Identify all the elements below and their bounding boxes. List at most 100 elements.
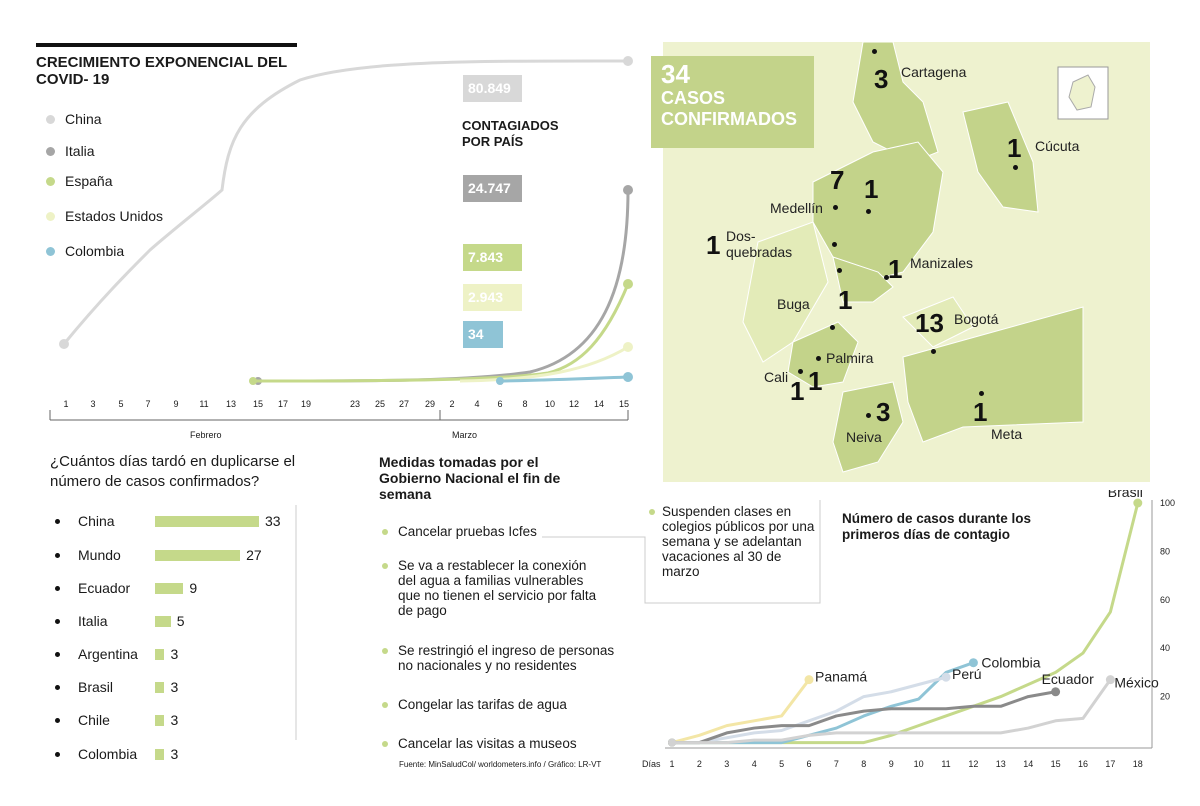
map-count-neiva: 3 bbox=[876, 397, 891, 427]
series-point-italia-end bbox=[623, 185, 633, 195]
medidas-title: Medidas tomadas por el Gobierno Nacional… bbox=[379, 454, 561, 502]
title-rule bbox=[36, 43, 297, 47]
bar-row: China 33 bbox=[55, 511, 281, 531]
series-label-panama: Panamá bbox=[815, 669, 867, 685]
medida-text: Cancelar pruebas Icfes bbox=[398, 524, 537, 539]
x-tick-label: 9 bbox=[173, 399, 179, 409]
x-tick-label: 17 bbox=[1105, 759, 1115, 769]
map-count-manizales: 1 bbox=[888, 254, 903, 284]
bar bbox=[155, 681, 165, 693]
bar-value: 3 bbox=[170, 679, 179, 695]
x-tick-label: 15 bbox=[1051, 759, 1061, 769]
series-point-china-end bbox=[623, 56, 633, 66]
medida-text: Se va a restablecer la conexión del agua… bbox=[398, 558, 597, 618]
x-tick-label: 15 bbox=[252, 399, 264, 409]
region-meta bbox=[902, 306, 1084, 443]
map-count-buga: 1 bbox=[838, 285, 853, 315]
medida-lateral-text: Suspenden clases en colegios públicos po… bbox=[662, 504, 815, 579]
contagiados-title: CONTAGIADOS POR PAÍS bbox=[462, 118, 559, 149]
x-tick-label: 14 bbox=[1023, 759, 1033, 769]
legend-swatch bbox=[46, 246, 55, 256]
map-count-palmira: 1 bbox=[808, 366, 823, 396]
x-tick-label: 25 bbox=[374, 399, 386, 409]
map-label-buga: Buga bbox=[777, 296, 810, 312]
bar-row: Ecuador 9 bbox=[55, 578, 197, 598]
value-badge-espana: 7.843 bbox=[463, 244, 522, 271]
legend-label: China bbox=[65, 111, 102, 127]
bar-label: Chile bbox=[78, 712, 110, 728]
y-tick-label: 80 bbox=[1160, 546, 1170, 556]
map-pin-manizales bbox=[884, 275, 889, 280]
x-tick-label: 19 bbox=[300, 399, 312, 409]
medida-lateral: Suspenden clases en colegios públicos po… bbox=[649, 504, 815, 579]
region-pacifico bbox=[742, 221, 829, 363]
bullet bbox=[55, 684, 60, 690]
bullet bbox=[649, 509, 655, 515]
map-count-bogota: 13 bbox=[915, 308, 944, 338]
x-tick-label: 6 bbox=[497, 399, 503, 409]
bar bbox=[155, 549, 241, 561]
bullet bbox=[382, 563, 388, 569]
series-line-brasil bbox=[672, 502, 1140, 745]
x-tick-label: 8 bbox=[861, 759, 866, 769]
bullet bbox=[382, 648, 388, 654]
map-pin-bogota bbox=[931, 349, 936, 354]
x-tick-label: 4 bbox=[752, 759, 757, 769]
legend-label: Italia bbox=[65, 143, 95, 159]
series-line-peru bbox=[672, 675, 947, 745]
bar bbox=[155, 515, 259, 527]
series-line-mexico bbox=[672, 678, 1112, 745]
medida-item: Cancelar las visitas a museos bbox=[382, 736, 632, 751]
x-tick-label: 1 bbox=[63, 399, 69, 409]
map-count-cali: 1 bbox=[790, 376, 805, 406]
y-tick-label: 20 bbox=[1160, 692, 1170, 702]
map-label-manizales: Manizales bbox=[910, 255, 974, 271]
x-tick-label: 17 bbox=[277, 399, 289, 409]
map-count-cartagena: 3 bbox=[874, 64, 889, 94]
series-point-espana-end bbox=[623, 279, 633, 289]
x-tick-label: 27 bbox=[398, 399, 410, 409]
bullet bbox=[55, 717, 60, 723]
legend-item-espana: España bbox=[46, 173, 112, 189]
bar bbox=[155, 615, 171, 627]
map-label-cartagena: Cartagena bbox=[901, 64, 967, 80]
bar bbox=[155, 648, 165, 660]
series-start-point-mexico bbox=[668, 738, 676, 747]
series-label-mexico: México bbox=[1114, 675, 1159, 691]
colombia-map bbox=[663, 42, 1150, 482]
map-count-dosquebradas: 1 bbox=[706, 230, 721, 260]
bullet bbox=[55, 518, 60, 524]
medida-item: Cancelar pruebas Icfes bbox=[382, 524, 632, 539]
x-tick-label: 29 bbox=[424, 399, 436, 409]
series-end-point-panama bbox=[804, 675, 814, 685]
map-pin-medellin-2 bbox=[866, 209, 871, 214]
bar-value: 3 bbox=[170, 646, 179, 662]
bar-row: Mundo 27 bbox=[55, 545, 262, 565]
legend-swatch bbox=[46, 211, 55, 221]
x-tick-label: 11 bbox=[941, 759, 950, 769]
bar-value: 9 bbox=[189, 580, 198, 596]
map-pin-palmira bbox=[816, 356, 821, 361]
medida-item: Congelar las tarifas de agua bbox=[382, 697, 632, 712]
bar bbox=[155, 582, 184, 594]
bar-value: 3 bbox=[170, 712, 179, 728]
x-tick-label: 4 bbox=[474, 399, 480, 409]
x-tick-label: 5 bbox=[779, 759, 784, 769]
bar-row: Argentina 3 bbox=[55, 644, 178, 664]
bullet bbox=[382, 702, 388, 708]
medida-item: Se restringió el ingreso de personas no … bbox=[382, 643, 632, 673]
series-line-ecuador bbox=[672, 690, 1056, 745]
legend-item-eeuu: Estados Unidos bbox=[46, 208, 163, 224]
legend-swatch bbox=[46, 176, 55, 186]
region-cundinamarca bbox=[902, 296, 974, 348]
bar-value: 5 bbox=[176, 613, 185, 629]
bar-value: 33 bbox=[265, 513, 281, 529]
bullet bbox=[55, 552, 60, 558]
cases-badge-label: CASOS CONFIRMADOS bbox=[661, 88, 797, 129]
map-label-neiva: Neiva bbox=[846, 429, 882, 445]
map-pin-dosquebradas bbox=[832, 242, 837, 247]
bar bbox=[155, 748, 165, 760]
series-point-eeuu-end bbox=[623, 342, 633, 352]
x-tick-label: 7 bbox=[834, 759, 839, 769]
month-label-mar: Marzo bbox=[452, 430, 478, 440]
